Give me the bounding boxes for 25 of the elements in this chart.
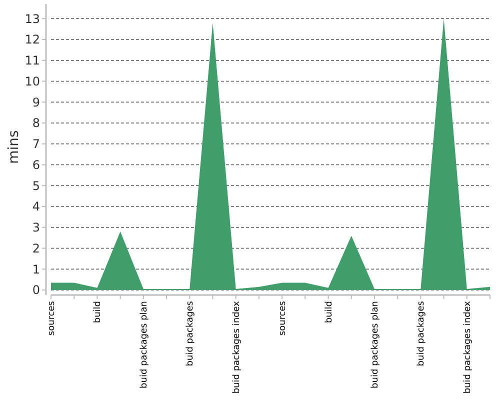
x-tick-label: buid packages index xyxy=(462,300,473,394)
y-tick-label: 9 xyxy=(32,95,40,110)
y-tick-label: 11 xyxy=(24,54,40,68)
y-tick-label: 0 xyxy=(32,283,40,298)
x-tick-label: sources xyxy=(47,300,57,336)
x-tick-label: buid packages xyxy=(186,300,196,366)
y-axis-title: mins xyxy=(6,130,22,164)
y-tick-label: 10 xyxy=(24,74,40,88)
x-tick-label: sources xyxy=(278,300,288,336)
x-tick-label: build xyxy=(93,301,104,324)
y-tick-label: 1 xyxy=(32,262,40,276)
y-tick-label: 12 xyxy=(24,32,40,47)
y-tick-label: 13 xyxy=(24,12,40,26)
y-tick-label: 8 xyxy=(32,116,40,130)
x-tick-label: buid packages plan xyxy=(139,301,150,388)
x-tick-label: buid packages xyxy=(416,300,427,366)
y-tick-label: 7 xyxy=(32,137,40,152)
y-tick-label: 2 xyxy=(32,241,40,256)
y-tick-label: 6 xyxy=(32,158,40,172)
x-tick-label: build xyxy=(324,301,334,324)
x-tick-label: buid packages plan xyxy=(370,301,380,388)
y-tick-label: 3 xyxy=(32,220,40,235)
x-tick-label: buid packages index xyxy=(232,300,242,394)
y-tick-label: 4 xyxy=(32,200,40,214)
y-tick-label: 5 xyxy=(32,178,40,193)
